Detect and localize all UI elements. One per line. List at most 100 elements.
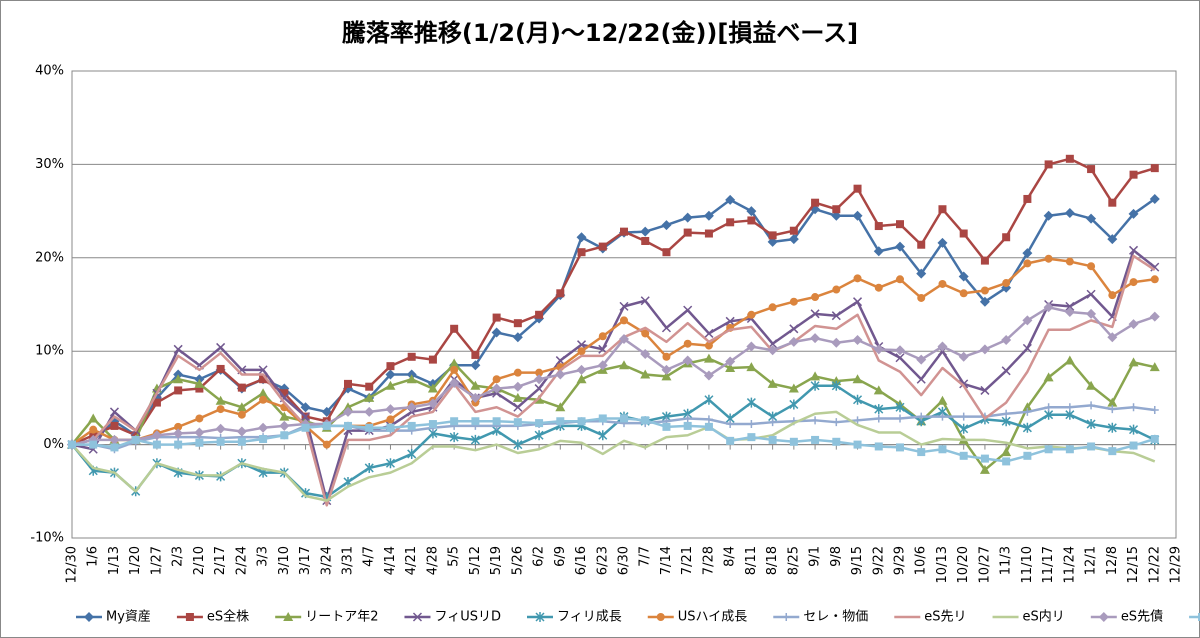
point [406, 402, 417, 413]
point [1001, 366, 1011, 376]
legend-marker [782, 613, 791, 621]
point [725, 316, 735, 326]
point [450, 417, 459, 426]
x-tick-label: 9/1 [808, 546, 823, 567]
point [364, 392, 375, 402]
point [1150, 262, 1160, 272]
x-tick-label: 11/24 [1062, 546, 1077, 583]
x-tick-label: 7/7 [638, 546, 653, 567]
series-line [71, 257, 1155, 446]
point [980, 256, 989, 265]
point [279, 420, 290, 431]
point [938, 279, 947, 288]
point [491, 327, 502, 338]
point [832, 437, 841, 446]
point [1107, 422, 1117, 433]
x-tick-label: 3/3 [256, 546, 271, 567]
x-tick-label: 2/24 [234, 546, 249, 575]
point [937, 341, 948, 352]
point [152, 440, 161, 449]
point [768, 231, 777, 240]
point [1044, 403, 1053, 412]
x-tick-label: 6/2 [532, 546, 547, 567]
x-tick-label: 12/29 [1169, 546, 1184, 583]
point [704, 229, 713, 238]
x-tick-label: 10/13 [935, 546, 950, 583]
point [1065, 403, 1074, 412]
point [619, 301, 629, 311]
x-tick-label: 4/28 [425, 546, 440, 575]
x-tick-label: 12/8 [1105, 546, 1120, 575]
point [427, 398, 438, 409]
point [789, 399, 799, 410]
point [683, 228, 692, 237]
x-tick-label: 7/28 [701, 546, 716, 575]
point [959, 412, 968, 421]
point [173, 374, 184, 384]
chart-title: 騰落率推移(1/2(月)～12/22(金))[損益ベース] [342, 19, 858, 47]
point [555, 369, 566, 380]
x-tick-label: 12/15 [1126, 546, 1141, 583]
point [1023, 451, 1032, 460]
point [259, 434, 268, 443]
legend-marker [412, 612, 422, 622]
x-tick-label: 4/7 [362, 546, 377, 567]
point [577, 340, 587, 350]
point [746, 206, 757, 217]
point [873, 385, 884, 395]
point [534, 384, 544, 394]
point [789, 437, 798, 446]
point [470, 434, 480, 445]
point [535, 368, 544, 377]
point [980, 286, 989, 295]
point [896, 275, 904, 284]
point [301, 412, 311, 422]
point [811, 198, 820, 207]
series-line [72, 404, 1155, 451]
series-line [71, 384, 1156, 499]
point [917, 412, 926, 421]
point [810, 333, 821, 344]
point [788, 383, 799, 393]
point [959, 229, 968, 238]
x-tick-label: 9/15 [850, 546, 865, 575]
point [853, 416, 862, 425]
legend-marker [1098, 612, 1109, 622]
point [279, 411, 290, 421]
point [449, 358, 460, 368]
y-tick-label: 40% [35, 64, 64, 79]
point [109, 407, 119, 417]
point [831, 337, 842, 348]
point [1043, 210, 1054, 221]
point [1149, 362, 1160, 372]
point [1150, 164, 1159, 173]
point [215, 423, 226, 434]
point [577, 347, 586, 356]
point [1065, 409, 1075, 420]
point [703, 210, 714, 221]
legend-label: セレ・物価 [803, 610, 868, 625]
point [110, 421, 119, 430]
point [767, 236, 778, 247]
point [385, 369, 396, 380]
point [151, 430, 162, 441]
point [131, 435, 140, 444]
legend-label: My資産 [106, 609, 151, 625]
point [215, 395, 226, 405]
point [427, 383, 438, 393]
point [873, 344, 884, 355]
x-tick-label: 8/4 [723, 546, 738, 567]
point [747, 310, 756, 319]
point [513, 439, 523, 450]
point [152, 398, 161, 407]
point [767, 378, 778, 388]
point [174, 422, 183, 431]
point [236, 426, 247, 437]
point [853, 297, 863, 307]
point [555, 402, 566, 412]
point [597, 360, 608, 371]
point [726, 218, 735, 227]
point [1108, 198, 1117, 207]
x-tick-label: 9/8 [829, 546, 844, 567]
point [1086, 289, 1096, 299]
